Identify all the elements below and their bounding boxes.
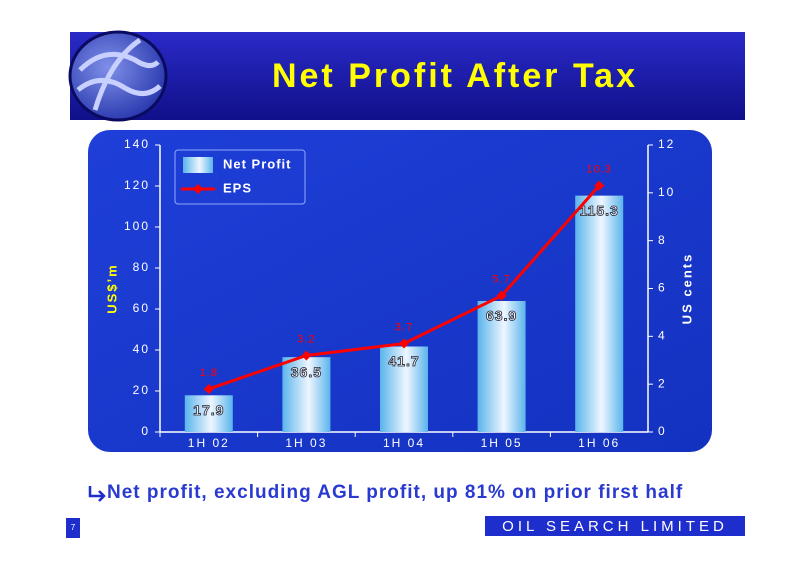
y-tick-label: 0 <box>141 424 150 438</box>
x-tick-label: 1H 06 <box>578 436 620 450</box>
y-axis-label: US$’m <box>104 263 119 313</box>
legend-swatch <box>183 157 213 173</box>
eps-value-label: 10.3 <box>586 164 611 176</box>
x-tick-label: 1H 02 <box>188 436 230 450</box>
company-band <box>485 516 745 536</box>
y2-tick-label: 8 <box>658 233 667 247</box>
y2-tick-label: 2 <box>658 376 667 390</box>
eps-value-label: 3.7 <box>395 321 413 333</box>
bar-value-label: 36.5 <box>291 364 322 380</box>
y2-tick-label: 0 <box>658 424 667 438</box>
bar <box>282 357 331 432</box>
bullet-arrow <box>88 486 106 502</box>
y-tick-label: 60 <box>133 301 150 315</box>
y2-tick-label: 12 <box>658 137 675 151</box>
eps-marker <box>399 338 409 349</box>
eps-value-label: 3.2 <box>297 333 315 345</box>
footer-note: Net profit, excluding AGL profit, up 81%… <box>107 482 683 503</box>
bar-value-label: 41.7 <box>388 353 419 369</box>
bar <box>477 301 526 432</box>
bar <box>380 346 428 432</box>
y2-axis-label: US cents <box>679 253 694 325</box>
eps-marker <box>594 180 605 191</box>
y-tick-label: 20 <box>133 383 150 397</box>
bar <box>575 195 624 432</box>
eps-marker <box>496 290 507 301</box>
y-tick-label: 100 <box>124 219 150 233</box>
bar-value-label: 63.9 <box>486 308 517 324</box>
y2-tick-label: 6 <box>658 281 667 295</box>
y-tick-label: 80 <box>133 260 150 274</box>
page-number: 7 <box>71 523 76 532</box>
y-tick-label: 140 <box>124 137 150 151</box>
legend-label: EPS <box>223 180 252 195</box>
legend-label: Net Profit <box>223 156 292 171</box>
x-tick-label: 1H 04 <box>383 436 425 450</box>
bar <box>184 395 233 432</box>
eps-marker <box>301 350 312 361</box>
x-tick-label: 1H 05 <box>481 436 523 450</box>
y-tick-label: 40 <box>133 342 150 356</box>
y2-tick-label: 10 <box>658 185 675 199</box>
x-tick-label: 1H 03 <box>285 436 327 450</box>
eps-marker <box>203 383 214 394</box>
legend-marker <box>193 184 203 194</box>
bar-value-label: 115.3 <box>580 202 619 218</box>
header-band <box>70 32 745 120</box>
legend-box <box>174 149 306 205</box>
y-tick-label: 120 <box>124 178 150 192</box>
bar-value-label: 17.9 <box>193 402 224 418</box>
logo-stripes <box>76 37 162 111</box>
chart-title: Net Profit After Tax <box>272 57 638 95</box>
logo <box>68 30 168 122</box>
eps-value-label: 1.8 <box>200 367 218 379</box>
chart-panel <box>88 130 712 452</box>
page-number-box <box>66 518 80 538</box>
eps-value-label: 5.7 <box>492 274 510 286</box>
y2-tick-label: 4 <box>658 329 667 343</box>
company-name: OIL SEARCH LIMITED <box>502 518 728 535</box>
